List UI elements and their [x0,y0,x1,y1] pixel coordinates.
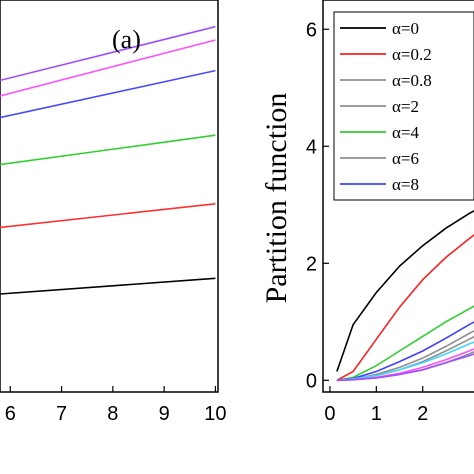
legend-entry-5: α=6 [392,149,419,168]
panel-a-x-tick-label-1: 7 [56,403,67,425]
panel-a-x-tick-label-0: 6 [5,403,16,425]
legend-entry-2: α=0.8 [392,71,432,90]
panel-b-y-tick-label-2: 4 [306,136,317,158]
panel-a-x-tick-label-2: 8 [107,403,118,425]
legend-entry-4: α=4 [392,123,419,142]
panel-b-series-line-0 [336,209,474,372]
panel-b-x-tick-label-0: 0 [324,403,335,425]
panel-b-frame [322,0,474,393]
y-axis-title: Partition function [260,93,293,304]
panel-b-series-line-9 [336,353,474,382]
panel-b-y-tick-label-1: 2 [306,253,317,275]
panel-a-series-line-3 [0,134,216,166]
legend-entry-3: α=2 [392,97,419,116]
panel-b: Partition function 0 1 2 0 2 4 6 α=0 α=0.2 α=0.8… [260,0,474,425]
legend: α=0 α=0.2 α=0.8 α=2 α=4 α=6 α=8 [333,11,474,201]
panel-a-series-line-0 [0,25,216,82]
panel-b-ticks: 0 1 2 0 2 4 6 [306,19,428,425]
legend-entry-6: α=8 [392,175,419,194]
panel-a-series-line-1 [0,39,216,97]
panel-b-series-line-1 [336,233,474,382]
panel-a-ticks: 6 7 8 9 10 [5,386,227,425]
panel-a-frame [0,0,219,393]
legend-entry-0: α=0 [392,19,419,38]
panel-a-x-tick-label-4: 10 [204,403,226,425]
panel-a-lines [0,25,216,295]
panel-a-label: (a) [112,25,141,54]
panel-a-x-tick-label-3: 9 [159,403,170,425]
panel-b-lines [336,209,474,382]
panel-a-series-line-2 [0,69,216,119]
panel-b-x-tick-label-2: 2 [417,403,428,425]
panel-a: 6 7 8 9 10 (a) [0,0,227,425]
panel-b-y-tick-label-0: 0 [306,370,317,392]
panel-b-x-tick-label-1: 1 [371,403,382,425]
panel-b-series-line-4 [336,305,474,382]
legend-entry-1: α=0.2 [392,45,432,64]
panel-a-series-line-5 [0,277,216,295]
panel-a-series-line-4 [0,203,216,229]
panel-b-series-line-6 [336,321,474,382]
panel-b-y-tick-label-3: 6 [306,19,317,41]
